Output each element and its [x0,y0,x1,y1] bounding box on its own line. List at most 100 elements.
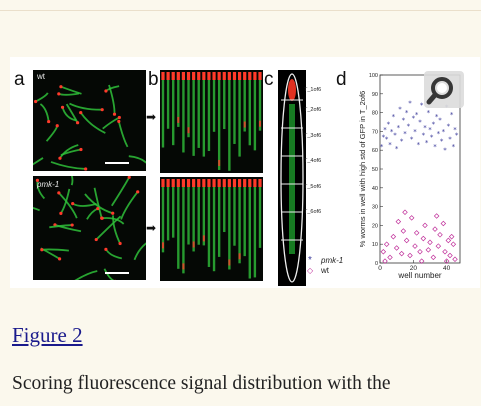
figure-link[interactable]: Figure 2 [12,323,83,347]
segment-label: T_3of6 [304,133,322,139]
worm [59,144,79,159]
worm-head [136,190,140,194]
data-point-pmk1: * [453,126,457,134]
data-point-pmk1: * [413,128,417,136]
worm-head [34,99,38,104]
aligned-worm [207,78,211,152]
data-point-wt [420,235,427,242]
aligned-worm [217,185,221,257]
panel-label-a: a [14,69,25,90]
worm-head [117,119,121,123]
aligned-worm-tail [182,263,185,270]
scale-bar [105,272,129,274]
worm-head [117,115,121,120]
aligned-worm-head [202,179,206,187]
worm [61,107,77,122]
aligned-worm-head [243,179,247,187]
worm [120,191,139,220]
arrow-right-icon: ➡ [146,221,157,235]
worm [72,202,97,207]
aligned-worm-head [237,179,242,187]
data-point-pmk1: * [442,128,446,136]
worm [58,192,78,219]
zoom-button[interactable] [424,71,464,108]
y-tick-label: 30 [372,205,378,211]
y-tick-label: 100 [369,73,378,79]
y-tick-label: 40 [372,186,378,192]
aligned-worm-head [217,72,221,80]
header-divider [0,10,481,11]
legend-marker-wt: ◇ [307,266,314,275]
aligned-worm [202,185,206,246]
aligned-worm-head [202,72,206,80]
worm [74,270,98,280]
aligned-worm [243,78,246,132]
worm-head [70,223,74,227]
data-point-wt [395,218,402,225]
worm [58,92,80,96]
aligned-worm [223,78,226,130]
data-point-pmk1: * [400,137,404,145]
aligned-worm-head [192,72,196,80]
data-point-pmk1: * [388,141,392,149]
aligned-worm-head [217,179,221,187]
worm-head [111,211,115,215]
magnifier-icon [426,77,453,105]
data-point-wt [430,254,437,261]
segment-label: T_6of6 [304,209,322,215]
data-point-wt [407,252,413,259]
worm [93,187,103,219]
data-point-pmk1: * [382,134,386,142]
data-point-pmk1: * [392,113,396,121]
aligned-worm-head [161,179,165,187]
aligned-worm-head [248,179,252,187]
aligned-worm [238,78,241,157]
aligned-worm-tail [162,242,164,249]
worm-head [35,178,40,182]
aligned-worm-tail [202,235,205,242]
aligned-worm-head [258,72,262,80]
data-point-pmk1: * [433,143,437,151]
data-point-pmk1: * [430,134,434,142]
aligned-worm [192,185,195,252]
worm [103,268,115,280]
arrow-right-icon: ➡ [146,110,157,124]
worm-head [57,191,61,195]
aligned-worm [243,185,246,257]
aligned-worm [166,185,170,241]
aligned-worm-head [181,179,186,187]
worm [112,215,121,244]
panel-label-d: d [336,69,347,90]
aligned-worm-head [181,72,186,80]
aligned-worm-head [197,179,201,187]
aligned-worm-tail [228,259,231,266]
aligned-worm [228,78,231,171]
data-point-wt [393,245,400,251]
panel-label-b: b [148,69,159,90]
segment-label: T_2of6 [304,107,322,113]
worm [102,217,125,225]
worm [70,176,74,186]
data-point-pmk1: * [425,139,429,147]
aligned-worm-head [222,72,226,80]
worm-head [55,124,59,128]
micrograph-pmk1 [33,176,146,280]
y-tick-label: 50 [372,167,378,173]
worm-head [58,156,62,160]
y-tick-label: 10 [372,242,378,248]
aligned-worm-head [258,179,262,187]
data-point-pmk1: * [447,122,451,130]
data-point-pmk1: * [395,145,399,153]
data-point-pmk1: * [415,111,419,119]
aligned-worm-head [171,179,175,187]
worm-head [100,108,104,112]
y-axis-label: % worms in well with high std of GFP in … [358,91,367,247]
y-tick-label: 60 [372,148,378,154]
data-point-pmk1: * [435,113,439,121]
data-point-wt [448,233,455,240]
aligned-worm-head [237,72,242,80]
aligned-worm-tail [259,120,261,127]
y-tick-label: 80 [372,111,378,117]
data-point-pmk1: * [403,130,407,138]
x-axis-label: well number [397,271,441,280]
